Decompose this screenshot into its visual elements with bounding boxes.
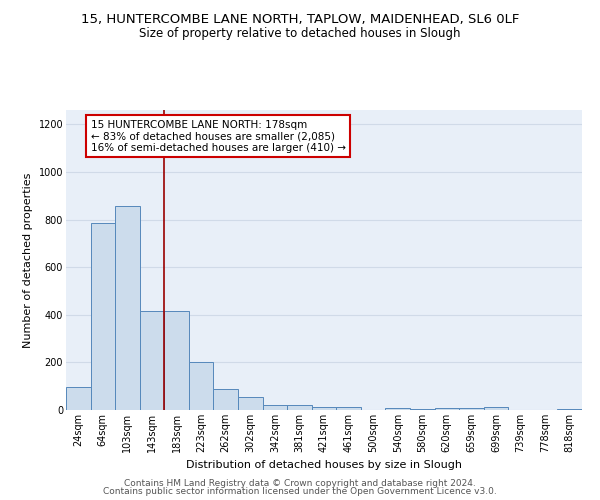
Bar: [434, 408, 459, 410]
X-axis label: Distribution of detached houses by size in Slough: Distribution of detached houses by size …: [186, 460, 462, 470]
Bar: [484, 407, 508, 410]
Y-axis label: Number of detached properties: Number of detached properties: [23, 172, 33, 348]
Bar: [214, 388, 238, 410]
Bar: [66, 387, 91, 410]
Text: 15, HUNTERCOMBE LANE NORTH, TAPLOW, MAIDENHEAD, SL6 0LF: 15, HUNTERCOMBE LANE NORTH, TAPLOW, MAID…: [81, 12, 519, 26]
Text: Size of property relative to detached houses in Slough: Size of property relative to detached ho…: [139, 28, 461, 40]
Bar: [385, 408, 410, 410]
Text: Contains public sector information licensed under the Open Government Licence v3: Contains public sector information licen…: [103, 487, 497, 496]
Text: 15 HUNTERCOMBE LANE NORTH: 178sqm
← 83% of detached houses are smaller (2,085)
1: 15 HUNTERCOMBE LANE NORTH: 178sqm ← 83% …: [91, 120, 346, 152]
Bar: [287, 405, 312, 410]
Text: Contains HM Land Registry data © Crown copyright and database right 2024.: Contains HM Land Registry data © Crown c…: [124, 478, 476, 488]
Bar: [189, 362, 214, 410]
Bar: [312, 407, 336, 410]
Bar: [91, 223, 115, 410]
Bar: [336, 407, 361, 410]
Bar: [263, 405, 287, 410]
Bar: [140, 311, 164, 410]
Bar: [459, 408, 484, 410]
Bar: [238, 397, 263, 410]
Bar: [115, 206, 140, 410]
Bar: [164, 311, 189, 410]
